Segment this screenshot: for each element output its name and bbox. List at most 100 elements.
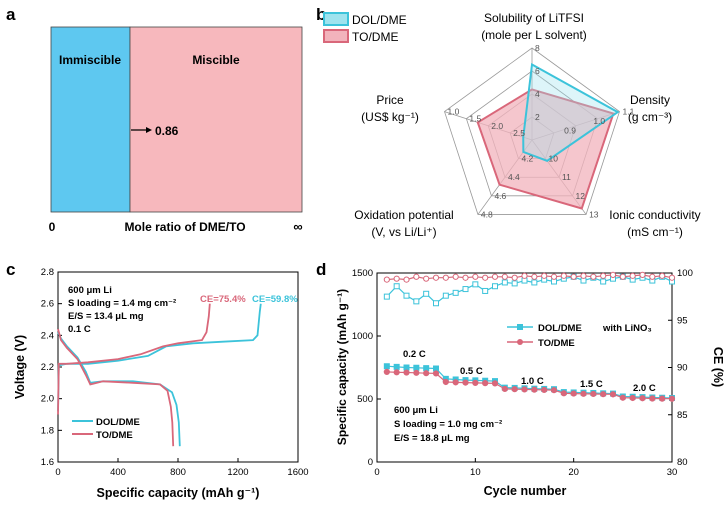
point-cap-dol-dme-3 xyxy=(403,364,410,371)
point-cap-to-dme-12 xyxy=(491,380,499,387)
rate-label-1-0c: 1.0 C xyxy=(521,376,544,387)
point-ce-dol-dme-3 xyxy=(403,292,410,299)
ce-label-to-dme: CE=75.4% xyxy=(200,294,246,305)
point-ce-to-dme-28 xyxy=(649,273,656,280)
point-ce-dol-dme-8 xyxy=(452,289,459,296)
x-axis-label-d: Cycle number xyxy=(484,484,567,498)
miscible-label: Miscible xyxy=(192,53,240,67)
point-cap-to-dme-24 xyxy=(609,391,617,398)
legend-marker-dol-dme-d xyxy=(517,324,523,330)
point-ce-to-dme-11 xyxy=(482,274,489,281)
y-tick-label-c-3: 2.2 xyxy=(41,362,54,373)
point-ce-dol-dme-14 xyxy=(511,280,518,287)
point-cap-to-dme-16 xyxy=(531,386,538,393)
annotation-es-c: E/S = 13.4 μL mg xyxy=(68,311,144,322)
point-ce-to-dme-25 xyxy=(619,273,626,280)
point-ce-dol-dme-6 xyxy=(433,300,439,307)
ce-label-dol-dme: CE=59.8% xyxy=(252,294,298,305)
radar-tick-5-4: 1.0 xyxy=(448,107,460,117)
point-ce-to-dme-22 xyxy=(590,273,597,280)
annotation-li-c: 600 μm Li xyxy=(68,285,112,296)
axis-title-solubility: Solubility of LiTFSI xyxy=(484,11,584,25)
legend-label-to-dme: TO/DME xyxy=(352,30,398,44)
x-axis-label-c: Specific capacity (mAh g⁻¹) xyxy=(97,486,260,500)
axis-unit-density: (g cm⁻³) xyxy=(628,110,672,124)
point-cap-to-dme-25 xyxy=(619,394,626,401)
x-tick-label-d-3: 30 xyxy=(667,467,678,478)
y-axis-label-c: Voltage (V) xyxy=(13,335,27,399)
point-ce-to-dme-30 xyxy=(668,274,676,281)
point-ce-dol-dme-9 xyxy=(462,286,469,293)
annotation-es-d: E/S = 18.8 μL mg xyxy=(394,433,470,444)
legend-label-dol-dme-c: DOL/DME xyxy=(96,417,140,428)
point-cap-to-dme-6 xyxy=(432,370,440,377)
radar-tick-1-1: 2 xyxy=(535,112,540,122)
legend-label-to-dme-c: TO/DME xyxy=(96,430,133,441)
y-tick-label-c-0: 1.6 xyxy=(41,457,54,468)
point-cap-to-dme-17 xyxy=(541,386,548,394)
point-ce-to-dme-15 xyxy=(521,272,528,279)
point-ce-to-dme-14 xyxy=(511,274,518,281)
y2-tick-label-d-0: 80 xyxy=(677,457,688,468)
point-ce-to-dme-19 xyxy=(560,272,567,279)
legend-swatch-dol-dme xyxy=(323,12,349,26)
axis-title-price: Price xyxy=(376,93,404,107)
point-cap-to-dme-9 xyxy=(462,379,469,386)
cycling-chart: 0 10 20 30 0 500 1000 1500 80 85 90 95 100 DOL/DME T… xyxy=(335,268,725,498)
panel-label-a: a xyxy=(6,5,16,24)
immiscible-label: Immiscible xyxy=(59,53,121,67)
radar-tick-4-4: 4.8 xyxy=(481,209,493,219)
point-ce-to-dme-7 xyxy=(442,274,449,281)
annotation-rate-c: 0.1 C xyxy=(68,324,91,335)
point-cap-to-dme-18 xyxy=(550,387,558,394)
radar-tick-1-4: 8 xyxy=(535,43,540,53)
y2-tick-label-d-2: 90 xyxy=(677,363,688,374)
point-ce-dol-dme-11 xyxy=(482,287,489,294)
x-tick-zero: 0 xyxy=(49,220,56,234)
x-tick-infinity: ∞ xyxy=(293,219,302,234)
legend-swatch-to-dme xyxy=(323,29,349,43)
point-cap-to-dme-23 xyxy=(600,391,607,398)
point-ce-to-dme-4 xyxy=(413,273,420,280)
x-tick-label-c-2: 800 xyxy=(170,467,186,478)
legend-marker-to-dme-d xyxy=(517,339,523,345)
point-ce-to-dme-16 xyxy=(531,273,538,280)
x-tick-label-d-1: 10 xyxy=(470,467,481,478)
point-ce-dol-dme-4 xyxy=(413,298,420,305)
annotation-li-d: 600 μm Li xyxy=(394,405,438,416)
y2-axis-label-d: CE (%) xyxy=(711,347,725,387)
point-cap-to-dme-10 xyxy=(472,379,479,386)
point-cap-to-dme-13 xyxy=(501,385,508,393)
point-cap-to-dme-5 xyxy=(423,370,430,377)
boundary-arrow-head xyxy=(146,127,152,133)
panel-label-c: c xyxy=(6,260,15,279)
point-cap-to-dme-11 xyxy=(482,380,489,387)
point-cap-to-dme-28 xyxy=(649,395,656,402)
axis-unit-solubility: (mole per L solvent) xyxy=(481,28,587,42)
curve-to-dme-discharge xyxy=(57,328,175,447)
radar-tick-3-3: 12 xyxy=(576,191,586,201)
radar-tick-4-1: 4.2 xyxy=(521,154,533,164)
point-cap-to-dme-2 xyxy=(393,369,400,376)
point-ce-to-dme-10 xyxy=(472,273,479,280)
point-ce-dol-dme-2 xyxy=(393,283,400,290)
point-ce-dol-dme-16 xyxy=(531,279,538,286)
miscible-region xyxy=(129,26,303,213)
y-tick-label-d-3: 1500 xyxy=(352,268,373,279)
annotation-loading-c: S loading = 1.4 mg cm⁻² xyxy=(68,298,176,309)
line-ce-dol-dme xyxy=(386,276,673,304)
point-cap-to-dme-8 xyxy=(452,379,459,386)
point-ce-dol-dme-13 xyxy=(501,279,508,286)
point-ce-to-dme-13 xyxy=(501,273,508,280)
voltage-profile-chart: 0 400 800 1200 1600 1.6 1.8 2.0 2.2 2.4 2.6 2.8 600… xyxy=(13,267,309,500)
point-cap-dol-dme-6 xyxy=(433,365,439,372)
legend-label-to-dme-d: TO/DME xyxy=(538,338,575,349)
x-tick-label-d-0: 0 xyxy=(374,467,379,478)
point-ce-to-dme-20 xyxy=(570,273,577,280)
axis-unit-oxidation: (V, vs Li/Li⁺) xyxy=(371,225,436,239)
radar-tick-2-3: 1.1 xyxy=(622,107,634,117)
point-ce-to-dme-29 xyxy=(659,272,666,279)
radar-tick-3-1: 10 xyxy=(549,154,559,164)
radar-tick-5-1: 2.5 xyxy=(513,128,525,138)
